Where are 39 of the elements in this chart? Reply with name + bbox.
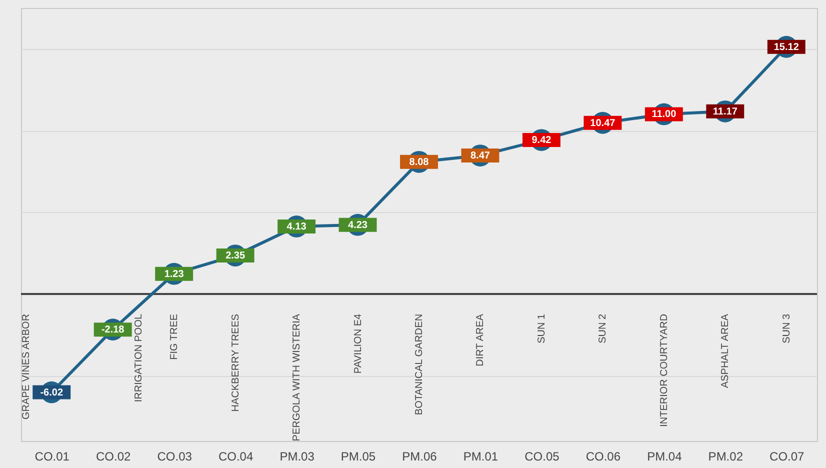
- annotation: PERGOLA WITH WISTERIA: [292, 314, 303, 442]
- data-label: -6.02: [40, 387, 64, 398]
- annotation: ASPHALT AREA: [720, 314, 732, 388]
- annotation: FIG TREE: [169, 314, 180, 360]
- annotation: HACKBERRY TREES: [230, 314, 242, 412]
- annotation: SUN 3: [781, 314, 792, 344]
- data-label: 10.47: [590, 118, 616, 129]
- data-label: 2.35: [226, 250, 246, 262]
- x-tick-label: PM.04: [647, 450, 682, 464]
- annotation: GRAPE VINES ARBOR: [20, 314, 32, 420]
- data-label: -2.18: [101, 324, 125, 336]
- x-tick-label: PM.01: [463, 450, 498, 464]
- x-tick-label: CO.05: [524, 450, 560, 464]
- data-label: 9.42: [532, 135, 552, 146]
- annotation: BOTANICAL GARDEN: [414, 314, 425, 416]
- data-label: 11.17: [712, 106, 738, 118]
- data-label: 8.47: [470, 150, 490, 162]
- annotation: PAVILION E4: [352, 314, 364, 374]
- x-tick-label: PM.02: [708, 450, 744, 464]
- data-label: 4.13: [286, 221, 307, 232]
- annotation: INTERIOR COURTYARD: [658, 314, 670, 427]
- x-tick-label: PM.06: [402, 450, 438, 464]
- annotation: SUN 1: [536, 314, 548, 344]
- data-label: 15.12: [774, 42, 800, 53]
- annotation: IRRIGATION POOL: [134, 314, 145, 402]
- data-label: 8.08: [409, 156, 430, 168]
- x-tick-label: CO.01: [34, 450, 70, 464]
- x-tick-label: CO.02: [96, 450, 132, 464]
- x-tick-label: PM.05: [340, 450, 376, 464]
- data-label: 1.23: [164, 268, 184, 280]
- data-label: 4.23: [348, 220, 368, 231]
- annotation: SUN 2: [598, 314, 609, 344]
- x-tick-label: CO.03: [157, 450, 192, 464]
- x-tick-label: CO.07: [770, 450, 805, 464]
- data-label: 11.00: [652, 109, 677, 120]
- x-tick-label: CO.06: [586, 450, 621, 464]
- x-tick-label: CO.04: [218, 450, 254, 464]
- x-tick-label: PM.03: [280, 450, 315, 464]
- annotation: DIRT AREA: [475, 314, 486, 366]
